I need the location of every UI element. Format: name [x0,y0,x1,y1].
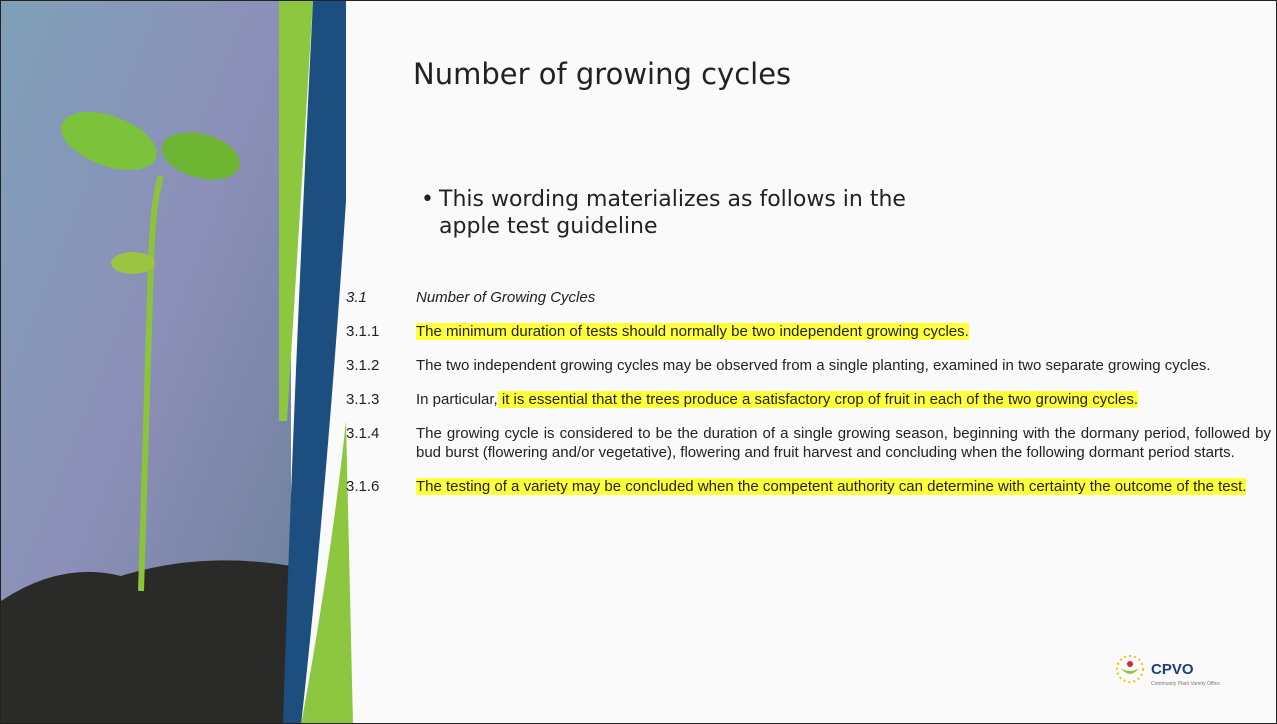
paragraph-text: The two independent growing cycles may b… [416,356,1271,375]
section-heading: 3.1 Number of Growing Cycles [346,288,1271,307]
logo-name: CPVO [1151,661,1194,678]
paragraph-number: 3.1.1 [346,322,416,341]
text-segment: The two independent growing cycles may b… [416,357,1211,374]
highlighted-text: it is essential that the trees produce a… [498,391,1138,408]
slide-title: Number of growing cycles [413,57,791,91]
soil [1,560,291,724]
paragraph-number: 3.1.2 [346,356,416,375]
paragraph-number: 3.1.3 [346,390,416,409]
logo: CPVO Community Plant Variety Office [1115,654,1194,684]
logo-tagline: Community Plant Variety Office [1151,681,1220,687]
paragraph-text: The growing cycle is considered to be th… [416,424,1271,462]
slide: Number of growing cycles This wording ma… [0,0,1277,724]
paragraph-text: In particular, it is essential that the … [416,390,1271,409]
seed-leaf [111,252,155,274]
paragraph-number: 3.1.4 [346,424,416,462]
bullet-text: This wording materializes as follows in … [421,186,919,240]
paragraph-number: 3.1.6 [346,477,416,496]
section-number: 3.1 [346,288,416,307]
highlighted-text: The testing of a variety may be conclude… [416,478,1246,495]
logo-icon [1115,654,1145,684]
section-title: Number of Growing Cycles [416,288,1271,307]
highlighted-text: The minimum duration of tests should nor… [416,323,969,340]
text-segment: In particular, [416,391,498,408]
text-segment: The growing cycle is considered to be th… [416,425,1271,461]
paragraph-text: The minimum duration of tests should nor… [416,322,1271,341]
paragraph-text: The testing of a variety may be conclude… [416,477,1271,496]
